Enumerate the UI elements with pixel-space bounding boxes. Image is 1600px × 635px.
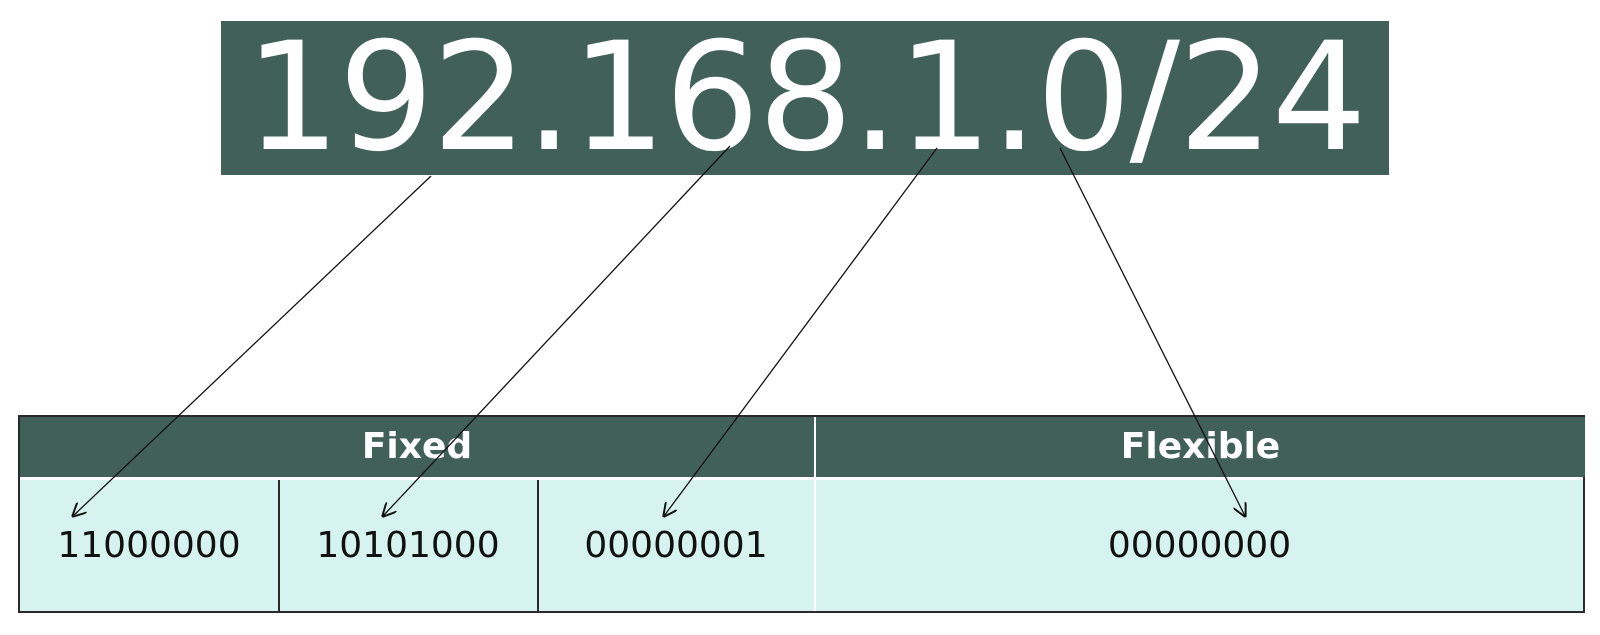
cidr-address-text: 192.168.1.0/24 [245, 21, 1367, 175]
cidr-address-box: 192.168.1.0/24 [221, 21, 1389, 175]
octet-cell-3: 00000001 [584, 525, 768, 566]
cell-divider-1 [278, 480, 280, 611]
octet-cell-1: 11000000 [57, 525, 241, 566]
arrow-octet-2 [383, 145, 731, 516]
cell-divider-2 [537, 480, 539, 611]
octet-cell-4: 00000000 [1107, 525, 1292, 566]
arrow-octet-4 [1059, 147, 1245, 516]
header-divider [814, 417, 816, 477]
arrow-octet-3 [664, 147, 938, 516]
arrow-octet-1 [73, 175, 432, 516]
octet-table: Fixed Flexible 11000000 10101000 0000000… [18, 415, 1585, 613]
header-fixed: Fixed [20, 417, 814, 477]
cell-divider-3 [814, 480, 816, 611]
octet-cell-2: 10101000 [316, 525, 500, 566]
row-separator [20, 477, 1583, 480]
